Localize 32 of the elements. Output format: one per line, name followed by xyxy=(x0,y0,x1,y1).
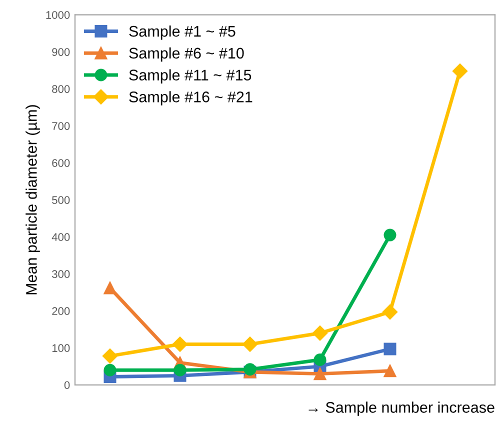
point xyxy=(314,354,326,366)
point xyxy=(384,342,396,356)
point xyxy=(174,364,186,376)
point xyxy=(102,348,118,364)
point xyxy=(242,336,258,352)
y-tick-label: 400 xyxy=(52,233,70,242)
y-tick-label: 100 xyxy=(52,344,70,352)
y-tick-label: 800 xyxy=(52,85,70,93)
y-tick-label: 200 xyxy=(52,307,70,316)
legend-label: Sample #6 ~ #10 xyxy=(129,47,244,62)
point xyxy=(314,368,326,380)
point xyxy=(104,364,116,376)
point xyxy=(384,228,396,242)
point xyxy=(312,326,328,341)
y-tick-label: 1000 xyxy=(46,11,70,19)
y-tick-label: 0 xyxy=(64,381,70,390)
y-tick-label: 700 xyxy=(52,122,70,130)
x-axis-title: → Sample number increase xyxy=(308,402,494,416)
y-tick-label: 500 xyxy=(52,196,70,204)
point xyxy=(104,282,116,294)
point xyxy=(244,363,256,376)
legend-label: Sample #16 ~ #21 xyxy=(129,91,252,106)
legend-label: Sample #11 ~ #15 xyxy=(129,69,252,84)
y-axis-title: Mean particle diameter (µm) xyxy=(26,105,40,294)
point xyxy=(384,364,396,378)
legend-label: Sample #1 ~ #5 xyxy=(129,26,236,40)
point xyxy=(452,63,468,79)
y-tick-label: 300 xyxy=(52,270,70,278)
point xyxy=(172,336,188,352)
y-tick-label: 600 xyxy=(52,159,70,167)
point xyxy=(382,304,398,320)
y-tick-label: 900 xyxy=(52,48,70,56)
